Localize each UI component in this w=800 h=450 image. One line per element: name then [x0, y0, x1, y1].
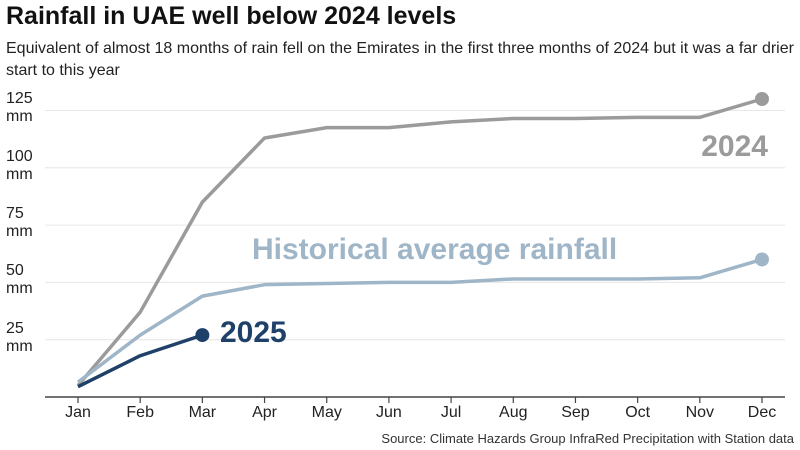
series-label: 2025	[220, 316, 287, 349]
chart-title: Rainfall in UAE well below 2024 levels	[6, 2, 457, 30]
series-line	[76, 97, 763, 387]
x-tick-label: Sep	[561, 404, 590, 421]
y-tick-label: 75 mm	[6, 205, 33, 241]
series-label: Historical average rainfall	[252, 233, 617, 266]
x-tick-label: Nov	[686, 404, 714, 421]
chart-subtitle: Equivalent of almost 18 months of rain f…	[6, 40, 794, 79]
end-point	[755, 92, 769, 106]
y-tick-label: 100 mm	[6, 147, 33, 183]
y-tick-label: 50 mm	[6, 262, 33, 298]
series-line	[76, 257, 763, 384]
x-tick-label: Feb	[126, 404, 154, 421]
series-line	[77, 333, 203, 389]
series-label: 2024	[701, 130, 768, 163]
x-tick-label: Jul	[441, 404, 461, 421]
x-tick-label: Jun	[376, 404, 402, 421]
y-tick-label: 125 mm	[6, 90, 33, 126]
y-tick-label: 25 mm	[6, 319, 33, 355]
source-note: Source: Climate Hazards Group InfraRed P…	[381, 431, 794, 446]
x-tick-label: Mar	[189, 404, 217, 421]
x-tick-label: Jan	[65, 404, 91, 421]
x-tick-label: May	[312, 404, 342, 421]
end-point	[195, 328, 210, 343]
x-tick-label: Oct	[625, 404, 650, 421]
x-tick-label: Aug	[499, 404, 527, 421]
end-point	[755, 252, 769, 267]
x-tick-label: Dec	[748, 404, 776, 421]
x-tick-label: Apr	[252, 404, 278, 421]
